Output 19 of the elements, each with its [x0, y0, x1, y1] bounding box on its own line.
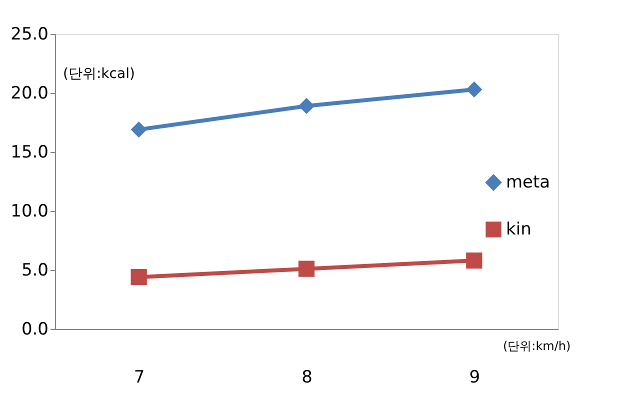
point [130, 269, 147, 286]
y-tick-label: 5.0 [21, 260, 48, 280]
legend-label: kin [506, 220, 532, 240]
x-tick-label: 7 [134, 368, 145, 388]
point [466, 81, 482, 98]
y-tick-label: 20.0 [10, 84, 48, 104]
text: (단위:km/h) [503, 339, 571, 353]
point [298, 98, 315, 114]
y-tick-label: 10.0 [10, 202, 48, 222]
y-tick-label: 0.0 [21, 320, 48, 340]
point [298, 260, 315, 277]
legend-label: meta [506, 172, 550, 192]
y-tick-label: 15.0 [10, 142, 48, 162]
y-tick-label: 25.0 [10, 24, 48, 44]
point [130, 122, 147, 138]
point [466, 252, 482, 269]
x-tick-label: 8 [302, 368, 312, 388]
x-tick-label: 9 [469, 368, 480, 388]
annotation: (단위:kcal) [63, 66, 135, 82]
